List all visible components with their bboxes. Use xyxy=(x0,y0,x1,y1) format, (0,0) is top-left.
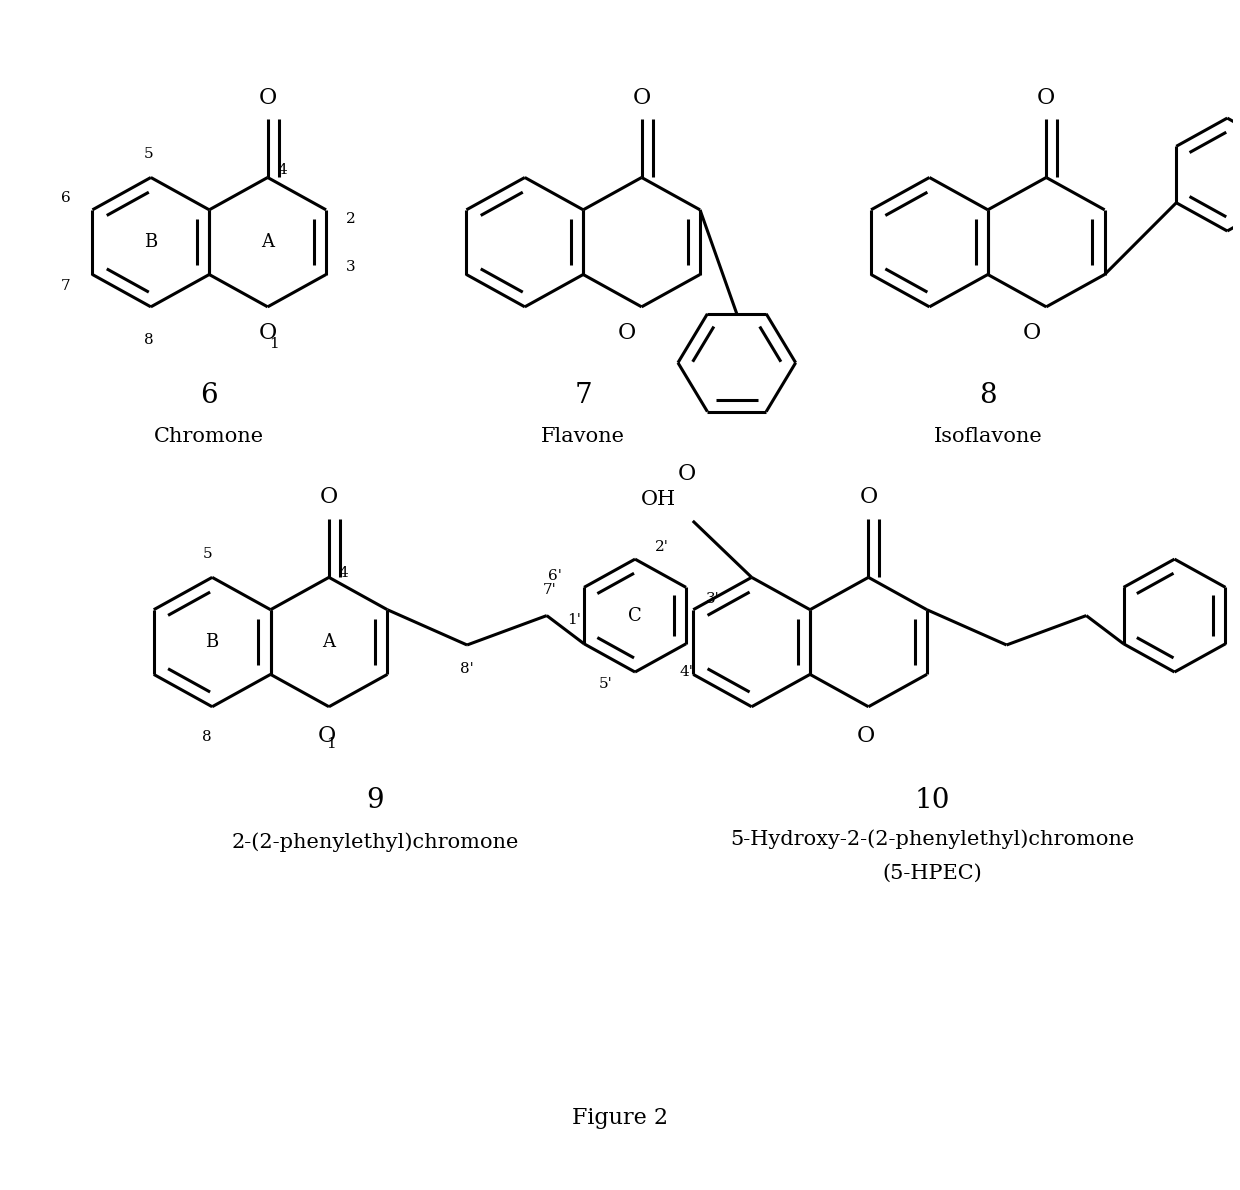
Text: 3': 3' xyxy=(706,593,720,606)
Text: (5-HPEC): (5-HPEC) xyxy=(883,864,982,883)
Text: OH: OH xyxy=(641,490,676,509)
Text: O: O xyxy=(857,725,875,747)
Text: O: O xyxy=(632,87,651,108)
Text: Figure 2: Figure 2 xyxy=(572,1108,668,1129)
Text: 6': 6' xyxy=(548,569,562,583)
Text: 2': 2' xyxy=(655,540,668,555)
Text: A: A xyxy=(322,633,336,651)
Text: 4: 4 xyxy=(339,565,348,580)
Text: B: B xyxy=(206,633,218,651)
Text: 6: 6 xyxy=(61,192,71,205)
Text: O: O xyxy=(320,487,339,508)
Text: O: O xyxy=(258,321,277,344)
Text: 1: 1 xyxy=(326,738,336,751)
Text: O: O xyxy=(859,487,878,508)
Text: 8: 8 xyxy=(202,731,212,744)
Text: 4: 4 xyxy=(278,163,288,177)
Text: 7': 7' xyxy=(542,583,556,596)
Text: O: O xyxy=(1023,321,1040,344)
Text: O: O xyxy=(1037,87,1055,108)
Text: 1': 1' xyxy=(568,613,582,627)
Text: O: O xyxy=(317,725,336,747)
Text: Chromone: Chromone xyxy=(154,427,264,446)
Text: C: C xyxy=(629,607,642,625)
Text: 7: 7 xyxy=(574,382,591,408)
Text: 8': 8' xyxy=(460,662,474,676)
Text: O: O xyxy=(677,463,696,484)
Text: 2-(2-phenylethyl)chromone: 2-(2-phenylethyl)chromone xyxy=(231,832,518,852)
Text: 10: 10 xyxy=(915,788,950,814)
Text: 5: 5 xyxy=(202,547,212,560)
Text: 5': 5' xyxy=(599,677,613,691)
Text: O: O xyxy=(618,321,636,344)
Text: 5-Hydroxy-2-(2-phenylethyl)chromone: 5-Hydroxy-2-(2-phenylethyl)chromone xyxy=(730,829,1135,850)
Text: Isoflavone: Isoflavone xyxy=(934,427,1042,446)
Text: 8: 8 xyxy=(980,382,997,408)
Text: O: O xyxy=(258,87,277,108)
Text: A: A xyxy=(262,233,274,251)
Text: 6: 6 xyxy=(201,382,218,408)
Text: 1: 1 xyxy=(269,338,279,351)
Text: 4': 4' xyxy=(680,665,693,679)
Text: 5: 5 xyxy=(144,146,154,161)
Text: 9: 9 xyxy=(366,788,383,814)
Text: 7: 7 xyxy=(61,280,71,293)
Text: 3: 3 xyxy=(346,261,356,275)
Text: Flavone: Flavone xyxy=(541,427,625,446)
Text: 2: 2 xyxy=(346,212,356,226)
Text: 8: 8 xyxy=(144,333,154,346)
Text: B: B xyxy=(144,233,157,251)
